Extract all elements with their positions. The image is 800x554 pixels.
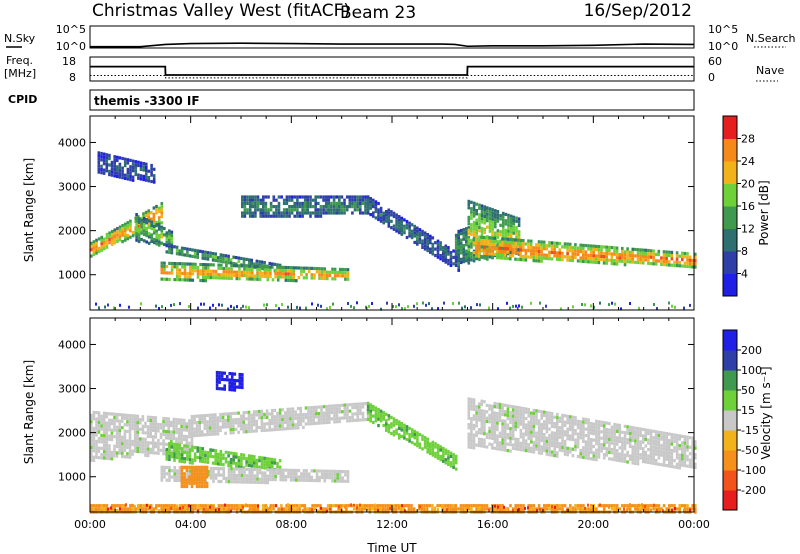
freq-unit-label: [MHz] xyxy=(4,67,36,80)
velocity-echo-band xyxy=(215,370,244,392)
cpid-text: themis -3300 IF xyxy=(94,94,200,108)
noise-left-tick-top: 10^5 xyxy=(56,23,86,36)
noise-sky-line xyxy=(90,42,695,48)
velocity-echo-band xyxy=(467,397,697,470)
velocity-colorbar-tick: 50 xyxy=(741,384,755,397)
velocity-colorbar-tick: 100 xyxy=(741,364,762,377)
frequency-line xyxy=(90,65,694,76)
power-colorbar-segment xyxy=(723,206,737,229)
time-xlabel: Time UT xyxy=(366,541,417,554)
velocity-echo-band xyxy=(180,465,209,489)
power-colorbar-tick: 20 xyxy=(741,178,755,191)
velocity-colorbar-label: Velocity [m s⁻¹] xyxy=(759,366,773,459)
power-ylabel: Slant Range [km] xyxy=(22,158,36,262)
power-echo-band xyxy=(97,151,156,184)
time-xtick-label: 00:00 xyxy=(74,518,106,531)
nave-tick-bottom: 0 xyxy=(708,71,715,84)
power-colorbar-segment xyxy=(723,183,737,207)
power-near-range-echoes xyxy=(95,301,691,311)
time-xtick-label: 12:00 xyxy=(376,518,408,531)
velocity-echo-band xyxy=(190,401,370,438)
cpid-label: CPID xyxy=(8,93,37,106)
velocity-colorbar-segment xyxy=(723,370,737,391)
nave-tick-top: 60 xyxy=(708,55,722,68)
noise-right-tick-bottom: 10^0 xyxy=(708,40,738,53)
nave-line xyxy=(90,74,694,79)
time-xtick-label: 16:00 xyxy=(477,518,509,531)
velocity-echo-band xyxy=(165,441,282,472)
beam-label: Beam 23 xyxy=(340,3,416,23)
power-colorbar-segment xyxy=(723,273,737,297)
velocity-ytick-label: 2000 xyxy=(58,427,86,440)
power-ytick-label: 3000 xyxy=(58,181,86,194)
velocity-colorbar-segment xyxy=(723,350,737,371)
noise-right-label: N.Search xyxy=(746,32,796,45)
velocity-colorbar-tick: -15 xyxy=(741,424,759,437)
time-xtick-label: 08:00 xyxy=(275,518,307,531)
power-echo-band xyxy=(165,243,282,274)
velocity-ytick-label: 1000 xyxy=(58,471,86,484)
velocity-colorbar-segment xyxy=(723,450,737,471)
freq-tick-bottom: 8 xyxy=(69,71,76,84)
power-echo-band xyxy=(366,195,460,272)
power-ytick-label: 4000 xyxy=(58,136,86,149)
velocity-colorbar-tick: 200 xyxy=(741,344,762,357)
velocity-colorbar-segment xyxy=(723,410,737,431)
power-colorbar-tick: 8 xyxy=(741,245,748,258)
power-echo-band xyxy=(160,261,350,283)
frequency-panel: Freq. [MHz] 18 8 60 0 Nave xyxy=(4,54,784,84)
freq-label: Freq. xyxy=(6,54,33,67)
velocity-ytick-label: 4000 xyxy=(58,338,86,351)
velocity-colorbar-segment xyxy=(723,490,737,511)
power-colorbar-tick: 12 xyxy=(741,223,755,236)
power-colorbar-label: Power [dB] xyxy=(757,180,771,245)
power-ytick-label: 2000 xyxy=(58,225,86,238)
power-colorbar-segment xyxy=(723,251,737,274)
velocity-colorbar-tick: -50 xyxy=(741,444,759,457)
nave-label: Nave xyxy=(756,64,784,77)
power-colorbar-segment xyxy=(723,161,737,184)
velocity-colorbar-segment xyxy=(723,390,737,411)
velocity-ylabel: Slant Range [km] xyxy=(22,360,36,464)
power-echo-band xyxy=(472,235,697,269)
velocity-colorbar-tick: 15 xyxy=(741,404,755,417)
noise-left-label: N.Sky xyxy=(4,32,36,45)
time-xtick-label: 04:00 xyxy=(175,518,207,531)
power-colorbar-tick: 24 xyxy=(741,155,755,168)
velocity-colorbar-tick: -200 xyxy=(741,484,766,497)
power-colorbar-segment xyxy=(723,228,737,252)
time-xtick-label: 20:00 xyxy=(577,518,609,531)
velocity-echo-band xyxy=(366,401,458,471)
freq-tick-top: 18 xyxy=(62,55,76,68)
power-ytick-label: 1000 xyxy=(58,269,86,282)
velocity-colorbar-segment xyxy=(723,330,737,351)
noise-right-tick-top: 10^5 xyxy=(708,23,738,36)
velocity-panel: 1000 2000 3000 4000 00:00 04:00 08:00 12:00 16:0… xyxy=(22,317,710,554)
cpid-panel: CPID themis -3300 IF xyxy=(8,89,695,111)
power-colorbar-segment xyxy=(723,116,737,139)
velocity-ytick-label: 3000 xyxy=(58,383,86,396)
velocity-colorbar-segment xyxy=(723,470,737,491)
power-colorbar-segment xyxy=(723,138,737,162)
power-colorbar-tick: 16 xyxy=(741,200,755,213)
velocity-colorbar: -200 -100 -50 -15 15 50 100 200 Velocity [m s⁻¹… xyxy=(722,329,773,511)
date-label: 16/Sep/2012 xyxy=(584,1,692,21)
power-colorbar-tick: 4 xyxy=(741,268,748,281)
plot-title: Christmas Valley West (fitACF) xyxy=(92,1,350,21)
power-colorbar-tick: 28 xyxy=(741,133,755,146)
velocity-colorbar-tick: -100 xyxy=(741,464,766,477)
power-echo-band xyxy=(241,195,370,218)
time-xtick-label: 00:00 xyxy=(678,518,710,531)
noise-left-tick-bottom: 10^0 xyxy=(56,40,86,53)
power-panel: 1000 2000 3000 4000 Slant Range [km] xyxy=(22,115,697,311)
velocity-colorbar-segment xyxy=(723,430,737,451)
velocity-near-range-echoes xyxy=(95,503,691,513)
power-colorbar: 4 8 12 16 20 24 28 Power [dB] xyxy=(722,115,771,297)
velocity-echo-band xyxy=(90,410,194,462)
noise-panel: N.Sky 10^5 10^0 10^5 10^0 N.Search xyxy=(4,23,796,53)
